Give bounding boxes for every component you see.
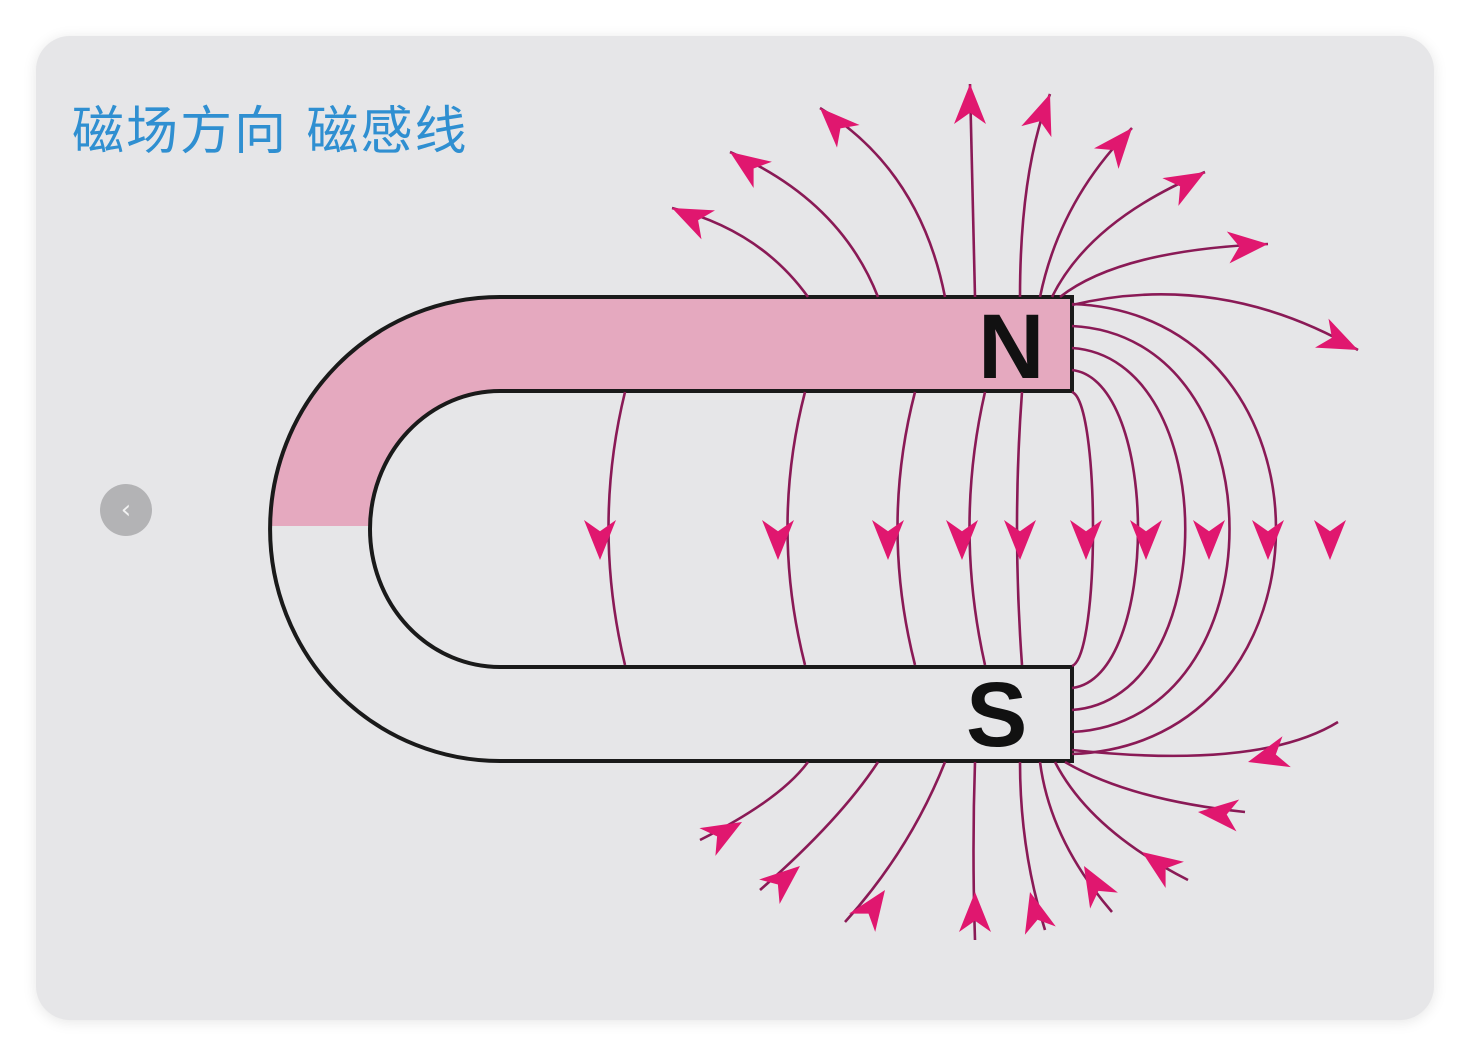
field-arrow-north — [672, 208, 715, 240]
field-arrow-north — [820, 108, 860, 148]
magnet-north-half — [270, 297, 1072, 526]
field-arrow-south — [1248, 736, 1291, 768]
field-arrow-down — [1314, 520, 1346, 560]
north-pole-label: N — [978, 296, 1044, 398]
field-arrow-down — [872, 520, 904, 560]
field-arrow-north — [1162, 172, 1205, 206]
field-arrow-north — [954, 84, 986, 124]
field-arrow-south — [1024, 892, 1056, 935]
prev-slide-button[interactable]: ‹ — [100, 484, 152, 536]
field-line-south — [759, 761, 880, 891]
horseshoe-magnet-diagram: N S — [268, 83, 1359, 941]
field-arrow-north — [730, 152, 772, 188]
field-arrows — [584, 84, 1358, 935]
field-arrow-north — [1094, 128, 1132, 169]
field-arrow-south — [699, 822, 742, 856]
field-arrow-south — [959, 892, 991, 932]
field-line-south — [1064, 760, 1246, 814]
field-arrow-down — [1004, 520, 1036, 560]
magnet: N S — [268, 295, 1074, 766]
field-arrow-north — [1315, 318, 1358, 350]
field-arrow-north — [1021, 94, 1052, 138]
field-arrow-down — [1193, 520, 1225, 560]
field-arrow-down — [762, 520, 794, 560]
field-arrow-down — [1252, 520, 1284, 560]
field-arrow-north — [1226, 231, 1268, 264]
slide-title: 磁场方向 磁感线 — [72, 102, 469, 162]
magnet-outline — [268, 295, 1074, 763]
chevron-left-icon: ‹ — [120, 495, 132, 525]
field-arrow-south — [759, 866, 800, 904]
field-arrow-down — [1130, 520, 1162, 560]
field-line-north — [968, 83, 977, 298]
slide-card: 磁场方向 磁感线 ‹ N S — [36, 36, 1434, 1020]
field-line-loop — [1071, 324, 1231, 734]
field-arrow-south — [1084, 866, 1118, 909]
south-pole-label: S — [966, 664, 1027, 766]
field-arrow-south — [1142, 852, 1184, 888]
field-line-north — [1059, 242, 1269, 299]
field-arrow-down — [584, 520, 616, 560]
field-line-loop — [1071, 346, 1187, 712]
field-lines — [607, 83, 1359, 941]
field-line-inner — [1015, 391, 1024, 666]
field-line-south — [1038, 761, 1113, 913]
field-arrow-south — [849, 890, 885, 932]
field-arrow-south — [1198, 799, 1240, 832]
field-line-south — [844, 761, 947, 923]
field-arrow-down — [1070, 520, 1102, 560]
field-line-south — [1071, 720, 1339, 758]
field-arrow-down — [946, 520, 978, 560]
field-line-north — [1071, 293, 1359, 352]
